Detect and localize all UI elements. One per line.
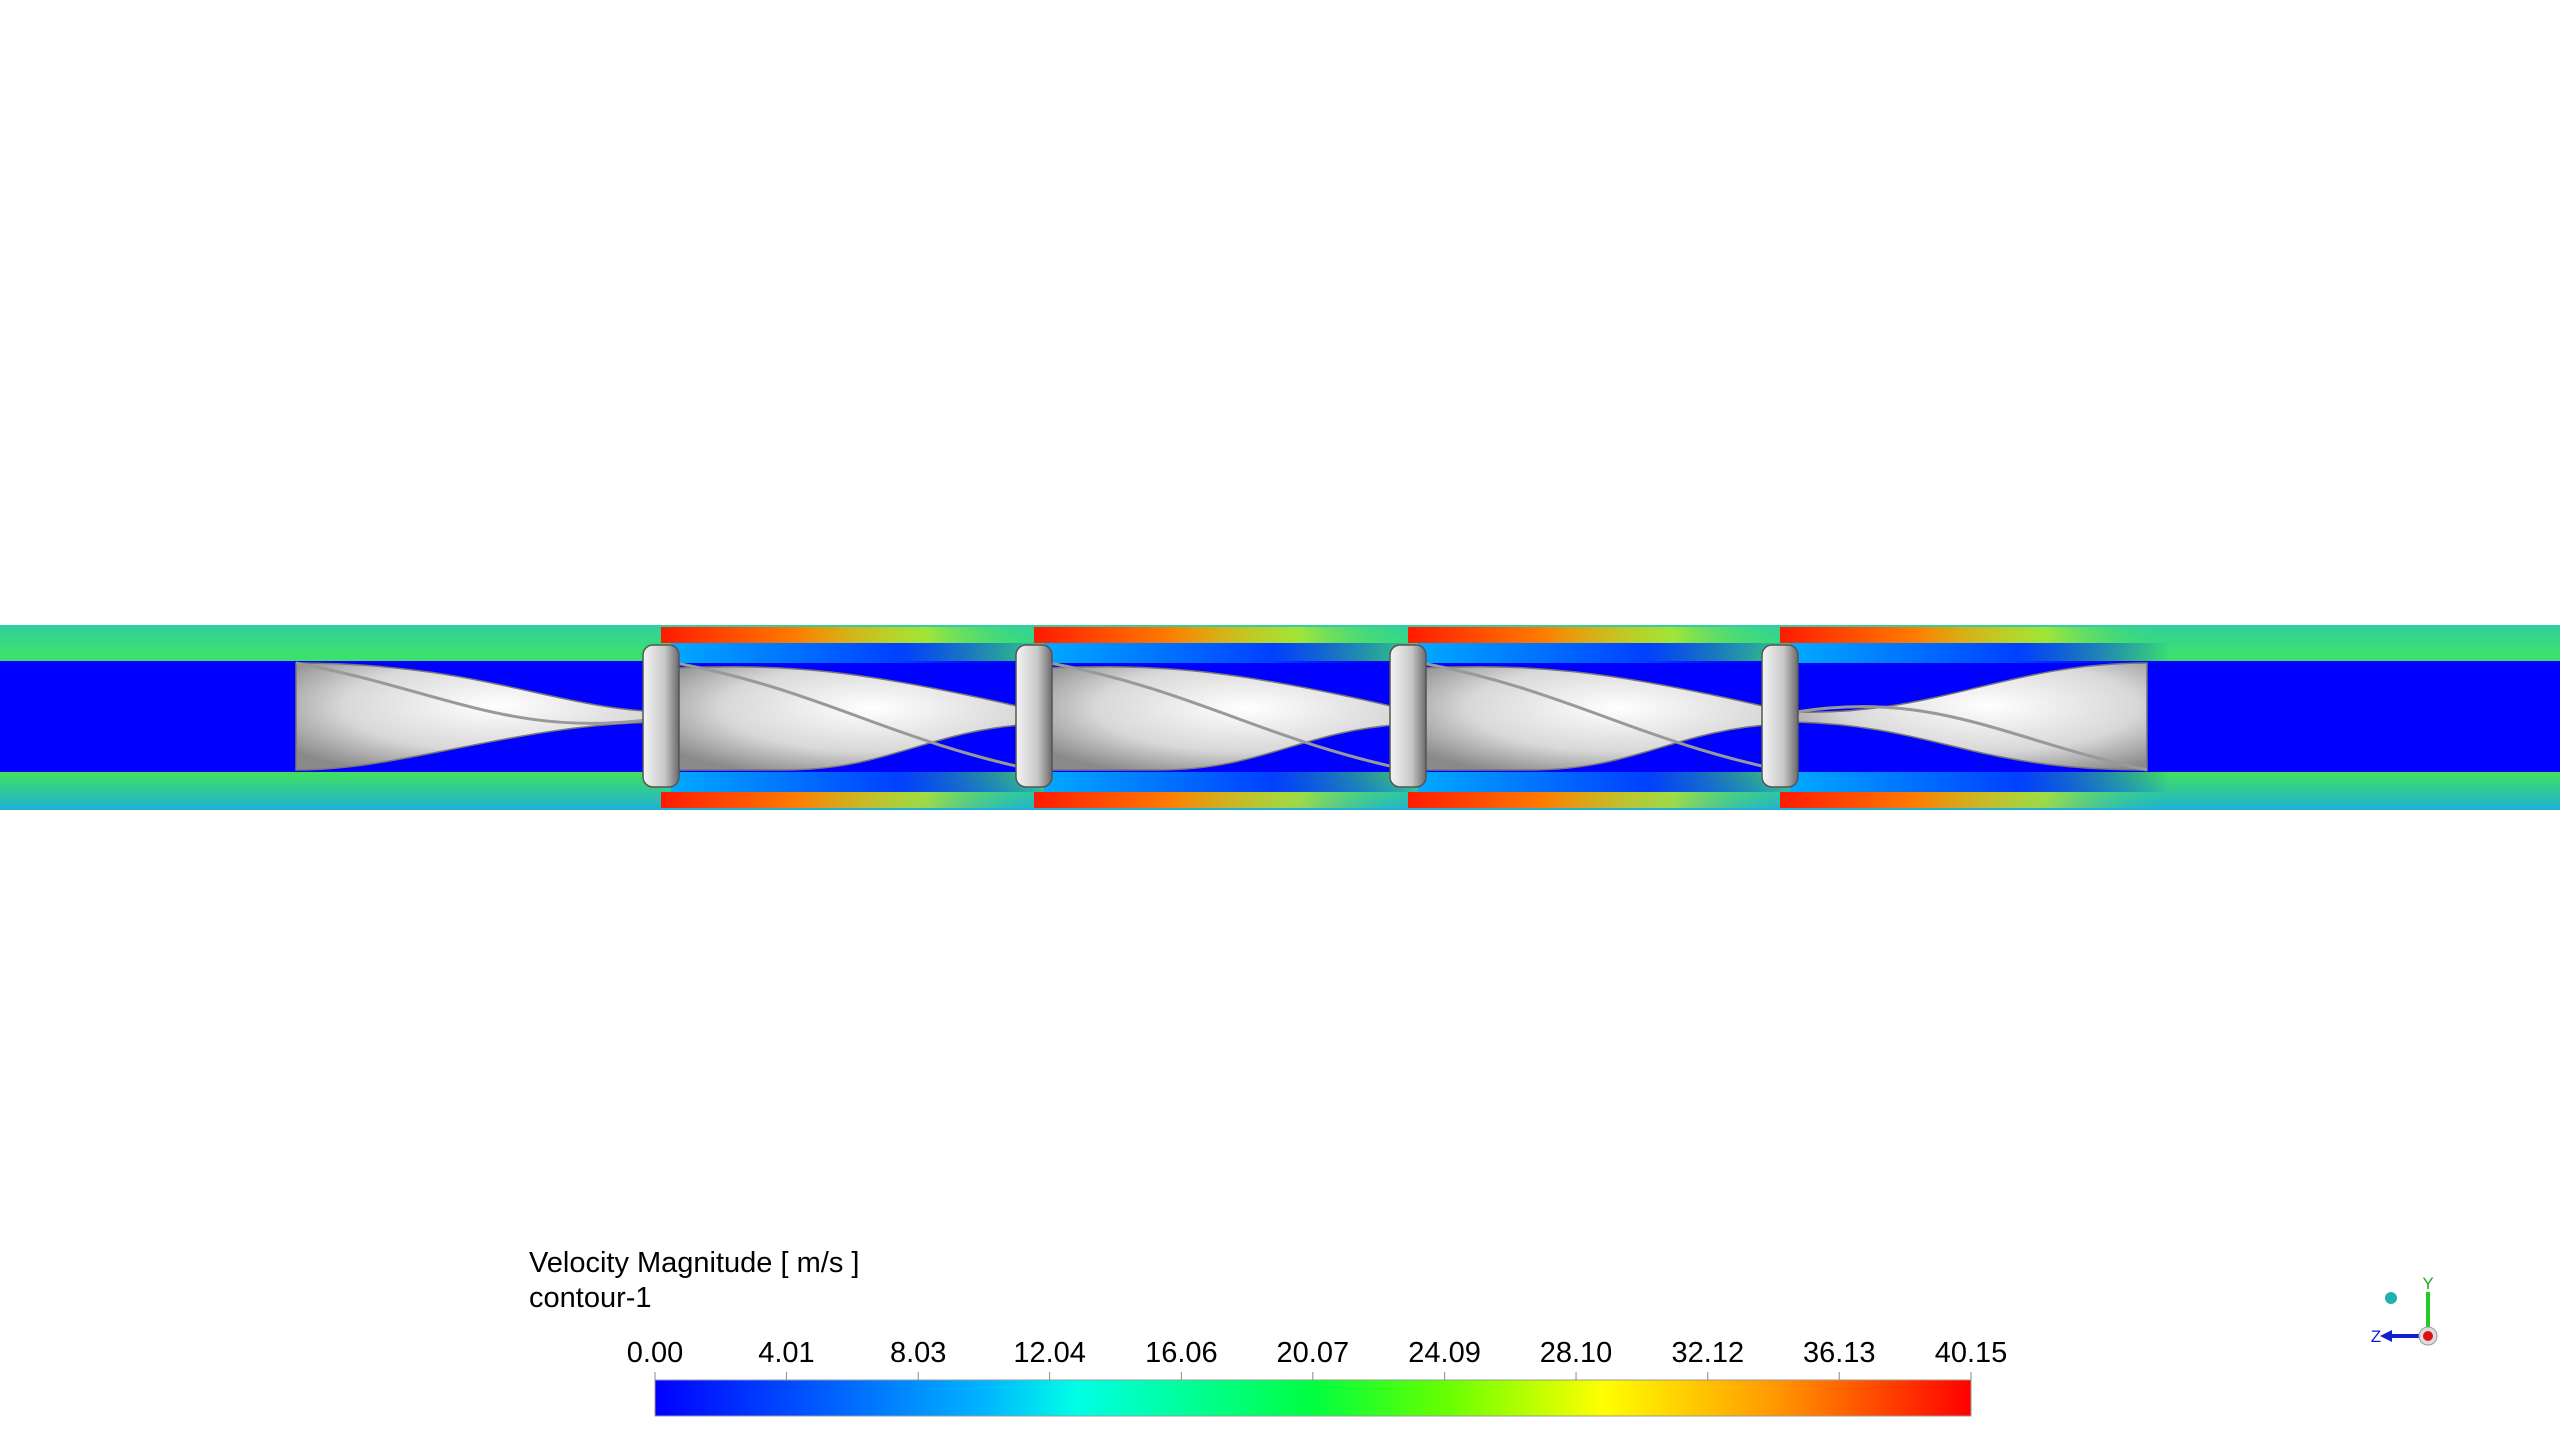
colorbar-tick-label: 40.15 (1935, 1337, 2008, 1369)
colorbar-tick-label: 36.13 (1803, 1337, 1876, 1369)
high-velocity-top (1408, 627, 1788, 643)
blade-edge (1049, 661, 1409, 772)
pipe-contour (0, 625, 2560, 810)
blade-edge (675, 661, 1035, 772)
wake-top (1044, 643, 1424, 663)
wake-top (1790, 643, 2170, 663)
high-velocity-top (1034, 627, 1414, 643)
triad-z-arrow (2380, 1330, 2392, 1342)
legend-title: Velocity Magnitude [ m/s ] (529, 1247, 859, 1279)
wake-bottom (1790, 772, 2170, 792)
colorbar-tick-label: 20.07 (1277, 1337, 1350, 1369)
high-velocity-top (661, 627, 1041, 643)
blade-edge (295, 661, 662, 725)
colorbar-tick-label: 16.06 (1145, 1337, 1218, 1369)
colorbar-tick-label: 28.10 (1540, 1337, 1613, 1369)
high-velocity-bottom (1034, 792, 1414, 808)
blade-edge (1421, 661, 1781, 772)
colorbar-ticks: 0.00 4.01 8.03 12.04 16.06 20.07 24.09 28.10 32.… (627, 1337, 2008, 1380)
stator-ring (1015, 644, 1053, 788)
colorbar-tick-label: 32.12 (1672, 1337, 1745, 1369)
colorbar (654, 1379, 1972, 1417)
legend-subtitle: contour-1 (529, 1282, 652, 1314)
colorbar-tick-label: 24.09 (1408, 1337, 1481, 1369)
colorbar-tick-label: 8.03 (890, 1337, 946, 1369)
colorbar-tick-label: 12.04 (1013, 1337, 1086, 1369)
legend: Velocity Magnitude [ m/s ] contour-1 0.0… (529, 1247, 2008, 1417)
high-velocity-bottom (661, 792, 1041, 808)
stator-ring (642, 644, 680, 788)
triad-origin-marker (2385, 1292, 2397, 1304)
wake-top (671, 643, 1051, 663)
blade-edge (1795, 705, 2148, 772)
high-velocity-top (1780, 627, 2160, 643)
wake-top (1418, 643, 1798, 663)
stator-ring (1389, 644, 1427, 788)
wake-bottom (671, 772, 1051, 792)
stages (295, 627, 2170, 808)
high-velocity-bottom (1780, 792, 2160, 808)
colorbar-tick-label: 0.00 (627, 1337, 683, 1369)
axes-triad: Y Z (2371, 1274, 2438, 1346)
triad-z-label: Z (2371, 1327, 2381, 1346)
triad-y-label: Y (2422, 1274, 2433, 1293)
stator-ring (1761, 644, 1799, 788)
wake-bottom (1044, 772, 1424, 792)
wake-bottom (1418, 772, 1798, 792)
high-velocity-bottom (1408, 792, 1788, 808)
colorbar-tick-label: 4.01 (758, 1337, 814, 1369)
triad-x-dot (2423, 1331, 2433, 1341)
